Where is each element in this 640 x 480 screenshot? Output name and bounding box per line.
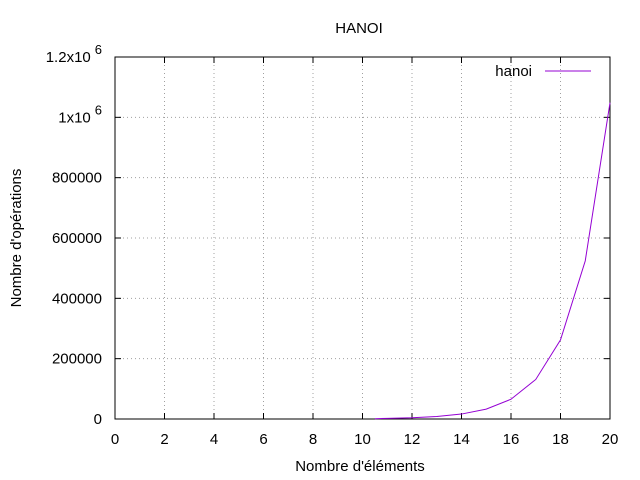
series-line-hanoi <box>374 102 611 420</box>
x-tick-label: 0 <box>111 431 119 448</box>
series-layer <box>374 102 611 420</box>
x-tick-label: 8 <box>309 431 317 448</box>
y-axis-label: Nombre d'opérations <box>8 169 25 308</box>
x-tick-label: 10 <box>354 431 371 448</box>
x-tick-labels: 0 2 4 6 8 10 12 14 16 18 20 <box>111 431 619 448</box>
y-tick-label: 800000 <box>52 170 102 187</box>
x-tick-label: 4 <box>210 431 218 448</box>
x-tick-label: 12 <box>404 431 421 448</box>
x-tick-label: 6 <box>259 431 267 448</box>
y-tick-label: 400000 <box>52 290 102 307</box>
legend: hanoi <box>495 63 591 80</box>
y-tick-label: 1x10 6 <box>58 102 102 126</box>
y-tick-label: 600000 <box>52 230 102 247</box>
x-tick-label: 14 <box>453 431 470 448</box>
y-tick-label: 200000 <box>52 351 102 368</box>
y-tick-labels: 0 200000 400000 600000 800000 1x10 6 1.2x10 6 <box>46 42 102 428</box>
x-tick-label: 20 <box>602 431 619 448</box>
x-tick-label: 16 <box>503 431 520 448</box>
chart-title: HANOI <box>335 20 383 37</box>
grid-lines <box>115 57 610 419</box>
x-tick-label: 2 <box>160 431 168 448</box>
y-tick-label: 1.2x10 6 <box>46 42 102 66</box>
x-axis-label: Nombre d'éléments <box>295 458 425 475</box>
x-tick-label: 18 <box>552 431 569 448</box>
y-tick-label: 0 <box>94 411 102 428</box>
tick-marks <box>114 56 611 420</box>
legend-label-hanoi: hanoi <box>495 63 532 80</box>
